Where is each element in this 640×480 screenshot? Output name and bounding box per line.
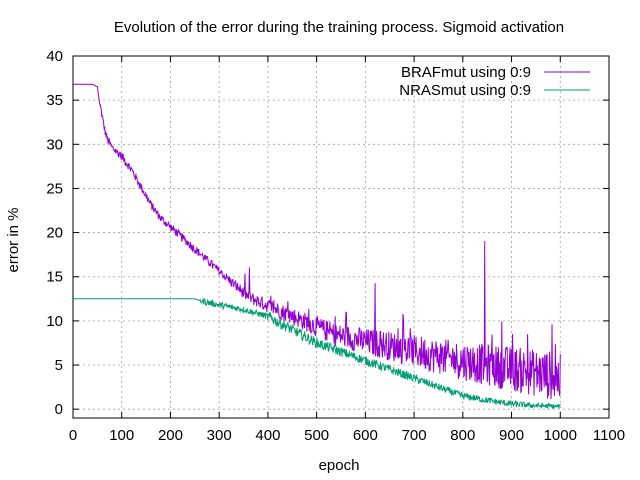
x-tick-label: 900: [499, 427, 524, 444]
series-line-nrasmut: [73, 297, 561, 409]
y-tick-label: 30: [46, 136, 63, 153]
y-tick-label: 20: [46, 225, 63, 242]
grid-lines: [72, 55, 610, 418]
tick-labels: 0 100 200 300 400 500 600 700 800 900 1000 1100 0 5 10…: [46, 48, 625, 444]
y-tick-label: 35: [46, 92, 63, 109]
legend-label-nrasmut: NRASmut using 0:9: [399, 82, 531, 99]
x-tick-label: 800: [450, 427, 475, 444]
y-tick-label: 0: [55, 401, 63, 418]
plot-frame: [72, 55, 610, 419]
x-tick-label: 300: [207, 427, 232, 444]
y-tick-label: 25: [46, 180, 63, 197]
x-tick-label: 1000: [544, 427, 577, 444]
x-tick-label: 500: [304, 427, 329, 444]
legend-label-brafmut: BRAFmut using 0:9: [401, 64, 531, 81]
x-tick-label: 700: [402, 427, 427, 444]
y-tick-label: 10: [46, 313, 63, 330]
x-tick-label: 0: [69, 427, 77, 444]
x-tick-label: 200: [158, 427, 183, 444]
x-tick-label: 1100: [593, 427, 625, 444]
x-tick-label: 100: [109, 427, 134, 444]
x-tick-label: 600: [353, 427, 378, 444]
series-layer: [73, 83, 561, 409]
ticks: [72, 55, 610, 418]
x-axis-label: epoch: [319, 457, 360, 474]
chart-title: Evolution of the error during the traini…: [114, 19, 564, 36]
y-tick-label: 15: [46, 269, 63, 286]
y-tick-label: 5: [55, 357, 63, 374]
series-line-brafmut: [73, 83, 561, 400]
y-axis-label: error in %: [5, 207, 22, 272]
x-tick-label: 400: [255, 427, 280, 444]
y-tick-label: 40: [46, 48, 63, 65]
